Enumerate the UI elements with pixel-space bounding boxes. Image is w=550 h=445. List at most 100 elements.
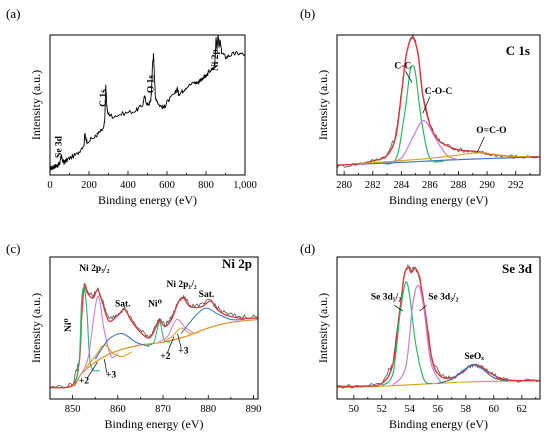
panel-c-ni2p-spectrum: (c) 850 860 870 880 890 Binding energy (eV) Int… [6,241,261,431]
annotation-leader-c-2 [166,336,175,354]
peak-annotation-c-9: +3 [178,347,188,357]
peak-annotation-c-0: Ni⁰ [64,318,74,332]
peak-annotation-c-6: +2 [79,376,89,386]
series-line-d-1 [337,264,540,389]
x-tick-label-b-4: 288 [451,180,467,191]
x-tick-label-d-3: 56 [433,404,444,415]
peak-annotation-b-1: C-O-C [425,87,453,97]
peak-annotation-c-2: Sat. [115,300,131,310]
series-line-c-4 [147,321,171,346]
annotation-leader-c-3 [177,333,182,348]
peak-annotation-c-7: +3 [106,371,116,381]
series-line-d-2 [337,266,540,388]
series-line-b-4 [386,119,459,163]
annotation-leader-d-1 [419,305,427,312]
annotation-leader-d-0 [394,304,403,312]
plot-frame-b [336,34,541,176]
series-group-b [337,35,540,169]
plot-frame-d [336,256,541,400]
y-axis-label-c: Intensity (a.u.) [29,293,43,363]
x-tick-label-a-3: 600 [159,180,175,191]
annotation-leader-b-0 [405,71,413,83]
x-tick-label-c-2: 870 [155,404,171,415]
x-axis-label-b: Binding energy (eV) [389,193,488,207]
peak-annotation-c-4: Ni 2p₁/₂ [166,280,196,290]
annotation-leader-b-1 [422,96,431,114]
x-tick-label-b-3: 286 [422,180,438,191]
y-axis-label-b: Intensity (a.u.) [316,70,330,140]
x-tick-label-d-0: 50 [349,404,360,415]
y-axis-label-d: Intensity (a.u.) [316,293,330,363]
peak-annotation-b-0: C-C [394,62,411,72]
series-line-c-10 [180,307,245,335]
series-line-d-3 [381,281,433,386]
x-tick-label-d-6: 62 [517,404,528,415]
x-tick-label-d-4: 58 [461,404,472,415]
x-tick-label-b-5: 290 [479,180,495,191]
x-tick-label-a-4: 800 [198,180,214,191]
peak-annotation-c-8: +2 [160,352,170,362]
series-line-b-3 [379,65,445,165]
peak-annotation-d-2: SeOₓ [464,352,484,362]
x-tick-label-b-2: 284 [393,180,410,191]
series-line-a-0 [50,35,245,171]
x-tick-label-c-1: 860 [110,404,126,415]
panel-d-se3d-spectrum: (d) 50 52 54 56 58 60 62 Binding energy (eV) Inte… [300,241,541,431]
annotation-leader-c-0 [87,361,98,378]
panel-header-b: C 1s [506,43,530,58]
peak-annotation-a-0: Se 3d [54,135,64,158]
x-tick-label-a-5: 1,000 [233,180,257,191]
x-tick-label-c-3: 880 [200,404,216,415]
series-line-c-3 [74,286,100,387]
panel-header-d: Se 3d [502,261,533,276]
panel-label-b: (b) [300,6,315,21]
panel-label-d: (d) [300,241,315,256]
x-tick-label-b-0: 280 [336,180,352,191]
series-group-c [50,282,258,389]
series-line-c-7 [85,344,132,369]
x-tick-label-c-4: 890 [246,404,262,415]
peak-annotation-a-1: C 1s [99,89,109,107]
peak-annotation-a-3: Ni 2p [211,49,221,71]
x-axis-label-d: Binding energy (eV) [389,417,488,431]
panel-b-c1s-spectrum: (b) 280 282 284 286 288 290 292 Binding energy (… [300,6,541,207]
x-tick-label-c-0: 850 [65,404,81,415]
x-tick-label-a-2: 400 [120,180,136,191]
panel-label-a: (a) [6,6,20,21]
panel-a-survey-spectrum: (a) 0 200 400 600 800 1,000 Binding energy (eV)… [6,6,257,207]
series-line-c-6 [158,318,195,343]
series-line-d-5 [437,364,508,384]
peak-annotation-c-5: Sat. [199,290,215,300]
plot-frame-c [49,256,259,400]
x-tick-label-a-0: 0 [47,180,52,191]
series-line-b-5 [358,152,531,165]
x-tick-label-b-1: 282 [365,180,381,191]
series-line-c-9 [94,333,150,360]
series-line-c-8 [162,327,200,343]
panel-header-c: Ni 2p [222,256,252,271]
x-axis-label-a: Binding energy (eV) [98,193,197,207]
x-tick-label-d-5: 60 [489,404,500,415]
series-line-d-4 [392,284,442,386]
series-group-a [50,35,245,171]
x-tick-label-a-1: 200 [81,180,97,191]
annotation-leader-c-1 [103,359,108,374]
panel-label-c: (c) [6,241,20,256]
x-tick-label-d-2: 54 [405,404,416,415]
peak-annotation-a-2: O 1s [147,75,157,94]
x-tick-label-b-6: 292 [508,180,524,191]
peak-annotation-d-1: Se 3d₃/₂ [428,293,458,303]
peak-annotation-b-2: O=C-O [476,126,506,136]
y-axis-label-a: Intensity (a.u.) [29,70,43,140]
peak-annotation-d-0: Se 3d₅/₂ [371,293,401,303]
x-axis-label-c: Binding energy (eV) [104,417,203,431]
series-line-c-0 [50,318,258,389]
series-line-c-5 [81,296,119,374]
series-line-b-0 [337,156,540,166]
peak-annotation-c-1: Ni 2p₃/₂ [79,264,109,274]
series-line-c-2 [50,283,258,389]
peak-annotation-c-3: Ni⁰ [148,300,162,310]
x-tick-label-d-1: 52 [377,404,388,415]
annotation-leader-b-2 [476,137,485,153]
